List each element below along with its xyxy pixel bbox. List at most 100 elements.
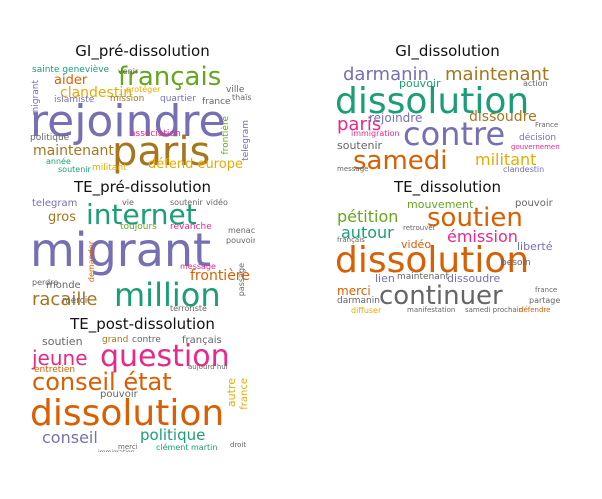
cloud-word: merci [62,296,88,306]
cloud-word: soutenir [170,198,203,207]
cloud-word: dissolution [335,240,530,281]
cloud-word: conseil [42,428,98,447]
cloud-word: gros [48,210,77,225]
cloud-word: soutenir [337,139,383,152]
cloud-word: quartier [160,94,196,104]
cloud-word: liberté [517,240,553,253]
cloud-word: aider [54,73,88,88]
cloud-word: jeune [32,346,88,370]
cloud-word: samedi [353,146,448,174]
cloud-word: islamiste [54,95,95,105]
cloud-word: immigration [98,450,134,453]
cloud-word: mouvement [407,198,474,211]
cloud-word: contre [403,115,506,153]
cloud-word: migrant [31,80,41,116]
cloud-word: gouvernement [511,143,560,151]
cloud-word: frontière [190,268,250,284]
cloud-word: dissolution [30,393,225,434]
cloud-word: contre [132,335,161,345]
cloud-word: action [523,79,548,88]
cloud-word: français [337,236,365,244]
cloud-word: france [239,378,250,410]
cloud-word: paris [337,114,382,135]
cloud-word: maintenant [33,143,114,159]
cloud-word: immigration [351,129,400,138]
cloud-word: politique [30,133,70,143]
cloud-word: France [535,121,559,129]
word-cloud-te-pre-dissolution: migrant internet million racaille fronti… [30,197,255,315]
cloud-word: message [337,165,369,173]
cloud-word: samedi prochain [465,306,524,314]
cloud-word: association [130,129,181,139]
cloud-word: aujourd hui [188,363,228,371]
cloud-word: émission [447,227,518,246]
cloud-word: pétition [337,207,399,226]
panel-title: TE_pré-dissolution [73,178,212,196]
cloud-word: vidéo [206,198,228,207]
cloud-word: besoin [501,258,531,268]
word-cloud-gi-pre-dissolution: rejoindre paris français maintenant clan… [30,64,255,174]
cloud-word: revanche [170,222,212,232]
cloud-word: vie [122,198,134,207]
cloud-word: année [46,157,71,166]
cloud-word: telegram [241,120,251,161]
cloud-word: rejoindre [30,96,226,147]
cloud-word: telegram [32,198,78,209]
cloud-word: soutien [42,335,83,348]
cloud-word: militant [475,150,537,169]
cloud-word: français [118,64,222,92]
cloud-word: droit [230,441,247,449]
cloud-word: décision [519,133,557,143]
cloud-word: vidéo [401,238,432,251]
cloud-word: politique [140,426,206,444]
cloud-word: militant [92,163,127,173]
cloud-word: entretien [34,365,76,375]
word-cloud-te-post-dissolution: dissolution question conseil état jeune … [30,334,255,452]
cloud-word: manifestation [407,306,456,314]
cloud-word: perdre [32,278,59,287]
cloud-word: français [182,335,222,346]
cloud-word: internet [86,198,197,231]
cloud-word: grand [102,335,129,345]
cloud-word: merci [337,284,371,298]
cloud-word: défend europe [148,157,243,172]
cloud-word: passage [237,263,246,297]
cloud-word: autour [341,223,394,242]
cloud-word: soutien [427,203,523,233]
cloud-word: maintenant [397,272,450,282]
cloud-word: lien [375,272,395,285]
cloud-word: monde [46,280,81,291]
word-cloud-gi-dissolution: dissolution contre samedi darmanin maint… [335,64,560,174]
cloud-word: dissolution [335,81,530,122]
cloud-word: défendre [519,306,551,314]
panel-title: GI_dissolution [395,42,500,60]
cloud-word: pouvoir [399,77,441,90]
word-cloud-te-dissolution: dissolution continuer soutien pétition a… [335,197,560,315]
cloud-word: sainte geneviève [32,65,110,75]
cloud-word: terroriste [170,304,207,313]
cloud-word: merci [118,443,138,451]
cloud-word: diffuser [351,306,382,315]
cloud-word: question [100,339,230,374]
cloud-word: darmanin [337,296,380,306]
cloud-word: migrant [30,223,212,277]
cloud-word: autre [225,378,238,408]
cloud-word: mission [110,94,145,104]
cloud-word: retrouver [403,224,436,232]
panel-title: TE_post-dissolution [70,315,215,333]
cloud-word: thaïs [232,93,252,102]
cloud-word: pouvoir [100,389,138,400]
cloud-word: maintenant [445,64,550,85]
cloud-word: conseil état [32,368,172,396]
panel-title: GI_pré-dissolution [75,42,210,60]
cloud-word: clandestin [60,85,133,101]
cloud-word: paris [112,129,211,174]
cloud-word: toujours [120,222,157,232]
cloud-word: menace [228,226,255,235]
cloud-word: demander [87,241,96,283]
cloud-word: france [202,97,231,107]
cloud-word: france [535,286,558,294]
cloud-word: ville [226,85,245,95]
cloud-word: continuer [379,281,503,311]
cloud-word: partager [529,296,560,305]
